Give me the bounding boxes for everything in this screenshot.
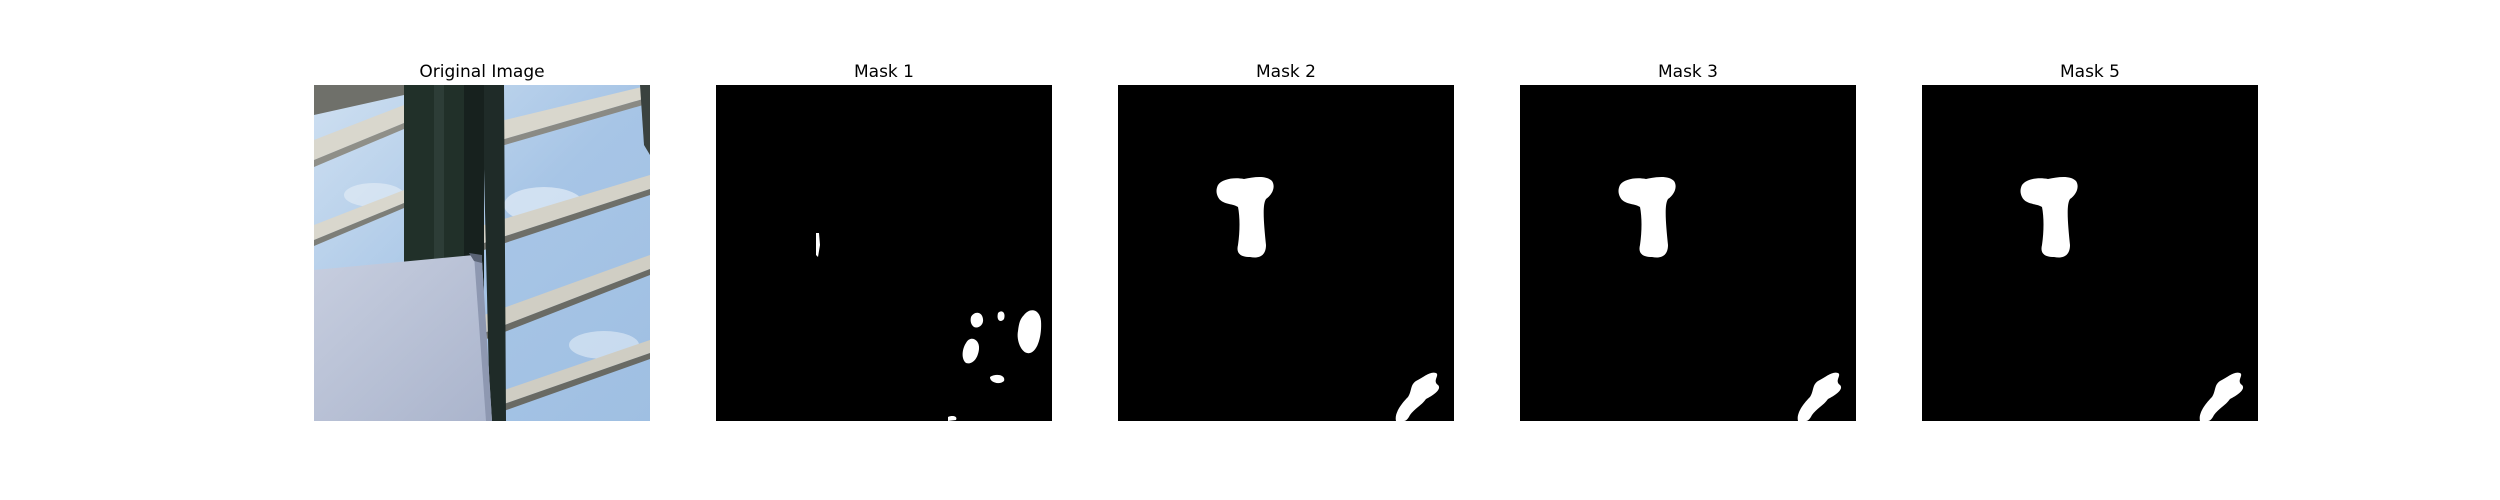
mask-background [1520,85,1856,421]
window-frame [640,85,650,155]
mask-region [1017,310,1042,354]
mask-region [997,311,1005,321]
mask-image [1118,85,1454,421]
panel-title: Mask 1 [853,62,914,82]
panel-mask-2: Mask 2 [1118,60,1454,421]
window-frame [484,189,650,250]
panel-mask-1: Mask 1 [716,60,1052,421]
mask-region [962,338,980,364]
steel-beam-highlight [434,85,444,421]
mask-region [1797,372,1842,421]
panel-mask-3: Mask 3 [1520,60,1856,421]
window-frame [484,269,650,340]
panel-title: Mask 2 [1255,62,1316,82]
mask-region [1618,177,1676,258]
wall-panel-corner [469,253,482,263]
panel-title: Mask 5 [2059,62,2120,82]
mask-image [1520,85,1856,421]
original-photo [314,85,650,421]
panel-original-image: Original Image [314,60,650,421]
window-frame [484,175,650,243]
mask-region [990,374,1005,384]
panel-mask-5: Mask 5 [1922,60,2258,421]
window-frame [314,190,404,240]
panel-title: Mask 3 [1657,62,1718,82]
wall-panel-edge [474,255,492,421]
mask-region [1216,177,1274,258]
window-frame [484,340,650,411]
window-frame [314,203,404,246]
mask-background [1118,85,1454,421]
wall-panel [314,255,492,421]
mask-region [948,416,957,421]
mask-image [716,85,1052,421]
window-frame [314,105,404,160]
mask-region [816,233,820,257]
mask-region [970,312,984,328]
mask-region [2020,177,2078,258]
mask-image [1922,85,2258,421]
mask-background [1922,85,2258,421]
window-frame [314,123,404,167]
mask-region [1395,372,1440,421]
window-frame [484,85,650,145]
window-frame [484,255,650,333]
mask-region [2199,372,2244,421]
window-frame [314,85,404,115]
steel-beam [404,85,506,421]
mask-background [716,85,1052,421]
window-frame [484,97,650,151]
panel-title: Original Image [419,62,545,82]
window-frame [484,353,650,418]
